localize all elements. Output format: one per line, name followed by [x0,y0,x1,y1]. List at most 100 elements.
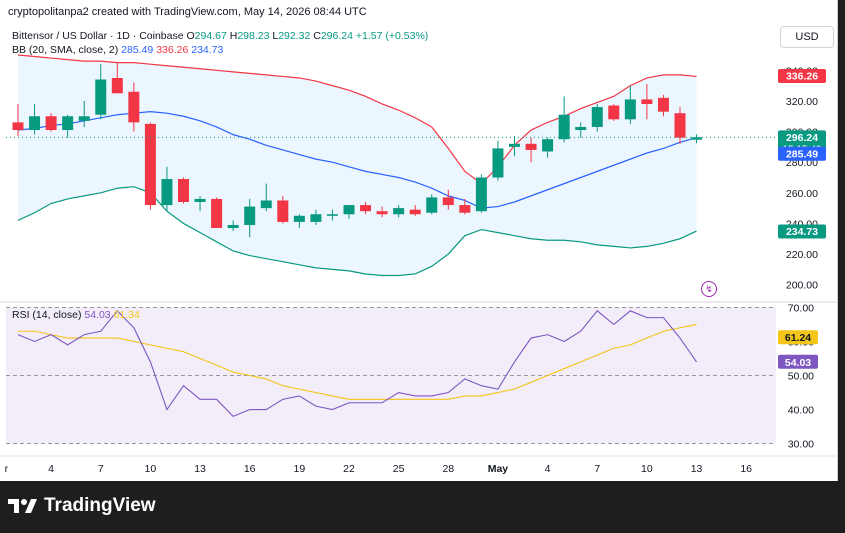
ohlc-low: 292.32 [278,30,311,42]
rsi-axis-tick: 40.00 [788,405,814,417]
candle-body [558,114,570,140]
candle [360,202,372,215]
candle [293,214,305,229]
rsi-line [17,309,698,418]
candle [542,137,554,158]
candle-body [641,99,653,104]
time-axis-tick: 10 [145,463,157,475]
candle [45,113,57,132]
candle-body [227,224,239,229]
time-axis-tick: 7 [594,463,600,475]
time-axis-tick: 25 [393,463,405,475]
candle [575,122,587,138]
candle [260,183,272,212]
candle-body [525,143,537,150]
time-axis-tick: May [488,463,509,475]
candle [211,197,223,229]
currency-selector[interactable]: USD [780,26,834,48]
time-axis-tick: 16 [740,463,752,475]
rsi-legend[interactable]: RSI (14, close) 54.03 61.34 [12,309,140,321]
candle [608,104,620,121]
candle-body [426,197,438,213]
candle-body [442,197,454,206]
bb-label: BB (20, SMA, close, 2) [12,44,119,56]
candle-body [62,116,74,131]
candle-body [492,148,504,178]
candle-body [691,137,703,140]
ohlc-close-label: C [313,30,321,42]
candle [62,114,74,138]
candle-body [45,116,57,131]
candle [78,100,90,127]
price-tag-label: 234.73 [786,226,818,238]
rsi-axis-tick: 50.00 [788,371,814,383]
candle-body [608,105,620,120]
candle [343,205,355,219]
candle-body [624,99,636,120]
time-axis-tick: 28 [442,463,454,475]
candle-body [178,179,189,202]
candle [128,82,140,132]
price-tag [778,69,826,84]
candle [194,195,206,212]
chart-canvas[interactable]: 200.00220.00240.00260.00280.00300.00320.… [0,0,837,481]
candle [525,137,537,163]
candle-body [509,143,520,147]
candle [459,198,471,215]
clock-alert-icon[interactable]: ↯ [701,281,717,297]
candle [310,209,322,225]
rsi-value: 54.03 [84,309,111,321]
candle [244,198,256,238]
tradingview-wordmark: TradingView [44,495,156,516]
bb-legend[interactable]: BB (20, SMA, close, 2) 285.49 336.26 234… [12,44,223,56]
candle-body [326,214,338,216]
candle [393,205,405,218]
candle [657,94,669,117]
candle [674,107,686,144]
candle [591,104,603,132]
ohlc-high: 298.23 [237,30,270,42]
candle [641,84,653,120]
candle-body [591,107,603,127]
time-axis-tick: 13 [194,463,206,475]
candle-body [211,198,223,229]
price-axis-tick: 220.00 [786,249,818,261]
candle-body [343,205,355,215]
candle-body [542,139,554,152]
tradingview-logo-icon [8,499,37,513]
time-axis-tick: 19 [294,463,306,475]
symbol-title: Bittensor / US Dollar · 1D · Coinbase [12,30,184,42]
candle-body [459,205,471,213]
rsi-ma-value: 61.34 [113,309,140,321]
rsi-tag-label: 61.24 [785,332,811,344]
candle [558,96,570,143]
candle [624,85,636,124]
candle [409,205,421,216]
ohlc-open: 294.67 [194,30,227,42]
candle [144,122,156,210]
ohlc-high-label: H [229,30,238,42]
candle-body [128,91,140,123]
symbol-legend: Bittensor / US Dollar · 1D · Coinbase O2… [12,30,428,42]
candle-body [674,113,686,138]
candle-body [95,79,107,115]
time-axis-tick: 7 [98,463,104,475]
candle-body [310,214,322,222]
candle-body [12,122,24,131]
bb-upper-value: 336.26 [156,44,189,56]
price-axis-tick: 260.00 [786,188,818,200]
ohlc-change: +1.57 (+0.53%) [355,30,429,42]
candle-body [29,116,41,131]
price-tag-label: 336.26 [786,71,818,83]
candle [509,136,520,157]
candle-body [194,198,206,202]
tradingview-brand: TradingView [8,494,156,518]
time-axis-tick: 4 [48,463,54,475]
candle-body [244,206,256,225]
time-axis-tick: 22 [343,463,355,475]
candle [277,195,289,224]
candle-body [376,211,388,215]
bb-upper-line [17,54,697,185]
candle-body [293,215,305,222]
chart-card: 200.00220.00240.00260.00280.00300.00320.… [0,0,838,481]
